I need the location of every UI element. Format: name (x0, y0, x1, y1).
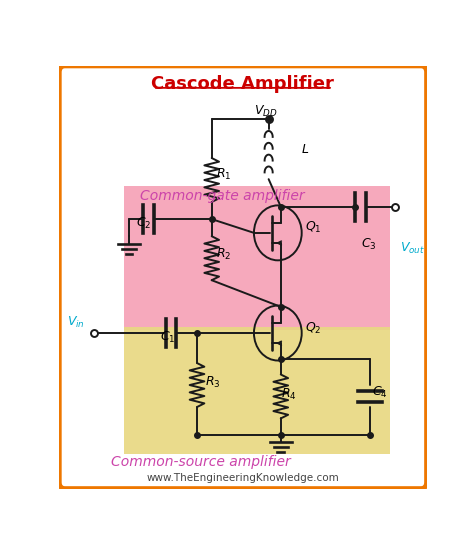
FancyBboxPatch shape (59, 66, 427, 489)
Text: $Q_2$: $Q_2$ (305, 321, 322, 335)
Text: $C_3$: $C_3$ (361, 237, 377, 252)
Text: $Q_1$: $Q_1$ (305, 220, 322, 235)
Text: $V_{DD}$: $V_{DD}$ (254, 104, 278, 119)
Bar (124, 327, 390, 454)
Text: $L$: $L$ (301, 143, 309, 156)
Text: $R_2$: $R_2$ (217, 247, 232, 262)
Text: $R_3$: $R_3$ (205, 376, 221, 390)
Text: $V_{in}$: $V_{in}$ (67, 315, 85, 330)
Text: $V_{out}$: $V_{out}$ (400, 241, 425, 256)
Text: Cascode Amplifier: Cascode Amplifier (152, 75, 334, 93)
Text: $C_2$: $C_2$ (136, 216, 151, 231)
Text: $R_1$: $R_1$ (217, 167, 232, 182)
Text: Common-source amplifier: Common-source amplifier (111, 456, 291, 469)
Text: $R_4$: $R_4$ (282, 387, 297, 402)
Bar (124, 186, 390, 330)
Text: $C_1$: $C_1$ (160, 330, 176, 345)
Text: www.TheEngineeringKnowledge.com: www.TheEngineeringKnowledge.com (146, 473, 339, 484)
Text: Common-gate amplifier: Common-gate amplifier (140, 189, 305, 203)
Text: $C_4$: $C_4$ (372, 385, 388, 400)
